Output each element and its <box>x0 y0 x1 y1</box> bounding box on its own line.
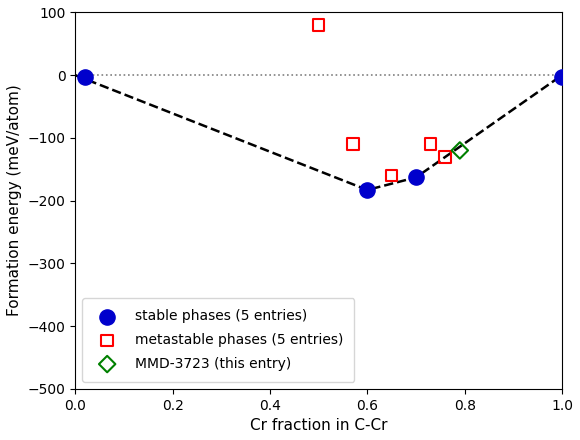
stable phases (5 entries) <box>362 187 372 194</box>
MMD-3723 (this entry) <box>455 147 465 154</box>
stable phases (5 entries) <box>557 73 567 81</box>
Legend: stable phases (5 entries), metastable phases (5 entries), MMD-3723 (this entry): stable phases (5 entries), metastable ph… <box>82 298 354 382</box>
stable phases (5 entries) <box>411 174 420 181</box>
metastable phases (5 entries) <box>426 141 435 148</box>
X-axis label: Cr fraction in C-Cr: Cr fraction in C-Cr <box>250 418 387 433</box>
Y-axis label: Formation energy (meV/atom): Formation energy (meV/atom) <box>7 85 22 316</box>
metastable phases (5 entries) <box>348 141 357 148</box>
metastable phases (5 entries) <box>314 22 323 29</box>
stable phases (5 entries) <box>80 73 89 81</box>
metastable phases (5 entries) <box>387 172 396 179</box>
metastable phases (5 entries) <box>441 153 450 160</box>
